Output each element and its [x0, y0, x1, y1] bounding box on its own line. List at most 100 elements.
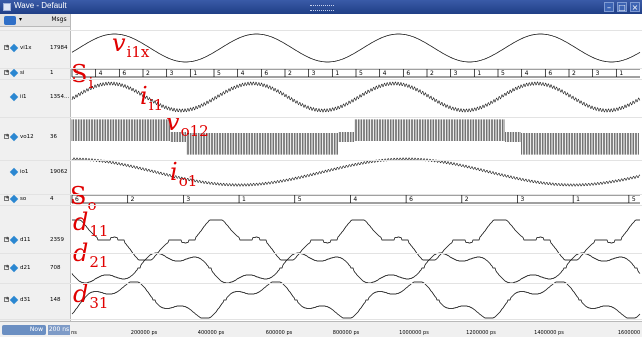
annotation-symbol: S [71, 60, 88, 88]
chevron-down-icon[interactable]: ▾ [19, 16, 23, 23]
signal-row-d31[interactable]: + d31 [4, 295, 31, 304]
signal-name: io1 [20, 169, 29, 175]
expand-icon[interactable]: + [4, 69, 10, 75]
bus-value: 2 [572, 70, 576, 77]
bus-value: 2 [131, 196, 135, 203]
annotation-symbol: S [70, 182, 87, 210]
name-column-header[interactable]: ▾ [0, 14, 48, 27]
row-divider [0, 205, 642, 206]
annotation-d21: d21 [73, 241, 108, 270]
wave-vi1x [71, 33, 641, 63]
bus-value: 3 [312, 70, 316, 77]
wave-io1 [71, 157, 641, 187]
close-button[interactable]: × [630, 2, 640, 12]
signal-row-d11[interactable]: + d11 [4, 235, 31, 244]
wave-window-icon [3, 3, 11, 11]
signal-name: vo12 [20, 134, 34, 140]
time-tick-label: 600000 ps [265, 330, 293, 336]
annotation-ii1: ii1 [140, 84, 163, 113]
bus-value: 2 [430, 70, 434, 77]
expand-icon[interactable]: + [4, 236, 10, 242]
bus-value: 6 [548, 70, 552, 77]
signal-row-ii1[interactable]: ii1 [4, 92, 27, 101]
row-divider [0, 79, 642, 80]
bus-value: 6 [75, 196, 79, 203]
bus-value: 6 [409, 196, 413, 203]
maximize-button[interactable]: □ [617, 2, 627, 12]
signal-name: d21 [20, 265, 31, 271]
now-value: 200 ns [48, 325, 70, 335]
bus-value: 3 [170, 70, 174, 77]
annotation-symbol: d [73, 208, 89, 236]
time-tick-label: 1600000 [617, 330, 641, 336]
bus-value: 1 [477, 70, 481, 77]
bus-value: 4 [353, 196, 357, 203]
time-tick-label: ns [71, 330, 77, 336]
window-title: Wave - Default [14, 1, 67, 10]
bus-value: 2 [146, 70, 150, 77]
bus-value: 1 [576, 196, 580, 203]
time-tick-label: 1400000 ps [534, 330, 564, 336]
annotation-symbol: i [170, 158, 178, 186]
annotation-symbol: i [140, 82, 148, 110]
annotation-io1: io1 [170, 160, 197, 189]
bus-value: 3 [454, 70, 458, 77]
annotation-si: Si [71, 62, 93, 91]
expand-icon[interactable]: + [4, 264, 10, 270]
minimize-button[interactable]: – [604, 2, 614, 12]
bus-value: 5 [632, 196, 636, 203]
annotation-subscript: 21 [89, 253, 109, 271]
signal-name: vi1x [20, 45, 32, 51]
wave-d11 [72, 219, 640, 261]
signal-name: ii1 [20, 94, 27, 100]
signal-value-column [48, 14, 71, 321]
row-divider [0, 253, 642, 254]
bus-value: 3 [596, 70, 600, 77]
now-text: Now [29, 326, 43, 333]
msgs-column-header: Msgs [48, 14, 70, 27]
signal-value: 1354... [50, 94, 70, 100]
expand-icon[interactable]: + [4, 44, 10, 50]
signal-name: so [20, 196, 27, 202]
annotation-symbol: v [112, 29, 126, 57]
bus-value: 4 [383, 70, 387, 77]
annotation-d31: d31 [73, 282, 108, 311]
annotation-d11: d11 [73, 210, 108, 239]
signal-value: 708 [50, 265, 61, 271]
title-bar[interactable]: Wave - Default – □ × [0, 0, 642, 14]
wave-tool-icon [4, 16, 16, 25]
drag-grip-icon[interactable] [310, 5, 334, 11]
signal-name: d31 [20, 297, 31, 303]
bus-value: 6 [406, 70, 410, 77]
bus-value: 6 [264, 70, 268, 77]
bus-value: 3 [520, 196, 524, 203]
bus-value: 1 [335, 70, 339, 77]
wave-ii1 [71, 81, 641, 113]
time-tick-label: 400000 ps [197, 330, 225, 336]
bus-value: 4 [525, 70, 529, 77]
expand-icon[interactable]: + [4, 195, 10, 201]
row-divider [0, 68, 642, 69]
bus-value: 5 [298, 196, 302, 203]
signal-row-io1[interactable]: io1 [4, 167, 29, 176]
signal-row-si[interactable]: + si [4, 68, 24, 77]
signal-value: 2359 [50, 237, 64, 243]
wave-vo12 [71, 119, 639, 155]
signal-value: 36 [50, 134, 57, 140]
annotation-subscript: i [88, 74, 94, 92]
expand-icon[interactable]: + [4, 133, 10, 139]
row-divider [0, 117, 642, 118]
row-divider [0, 160, 642, 161]
signal-value: 19062 [50, 169, 68, 175]
bus-value: 2 [288, 70, 292, 77]
signal-row-vo12[interactable]: + vo12 [4, 132, 34, 141]
bus-value: 5 [359, 70, 363, 77]
signal-row-vi1x[interactable]: + vi1x [4, 43, 32, 52]
bus-value: 5 [75, 70, 79, 77]
signal-row-d21[interactable]: + d21 [4, 263, 31, 272]
signal-row-so[interactable]: + so [4, 194, 27, 203]
now-label[interactable]: Now [2, 325, 46, 335]
expand-icon[interactable]: + [4, 296, 10, 302]
